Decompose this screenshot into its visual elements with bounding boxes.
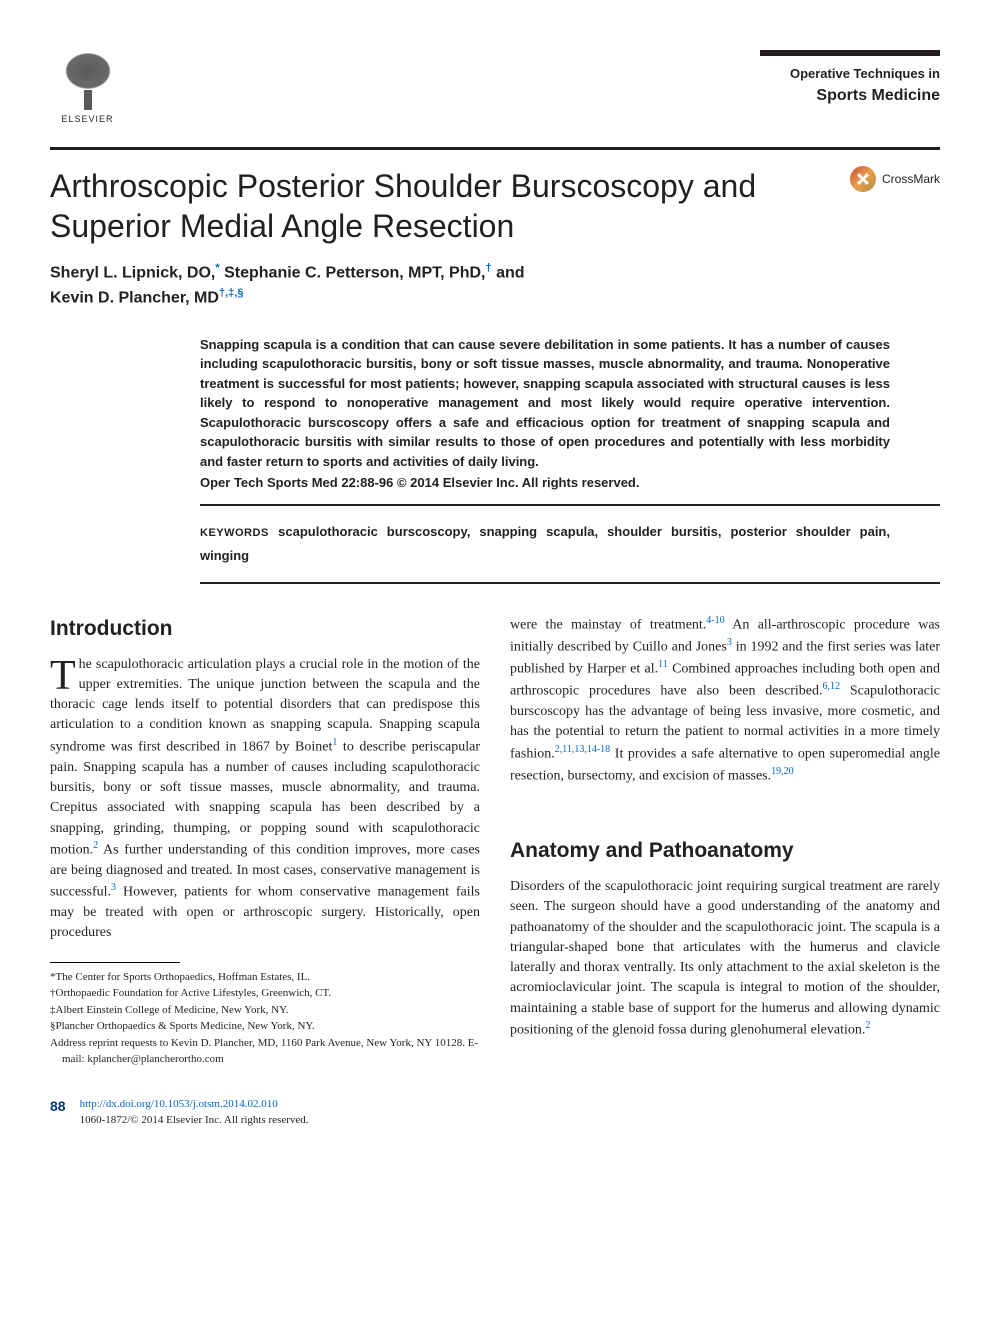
author-1-name: Sheryl L. Lipnick, DO, bbox=[50, 264, 215, 281]
journal-header-bar bbox=[760, 50, 940, 56]
footer-meta: http://dx.doi.org/10.1053/j.otsm.2014.02… bbox=[80, 1096, 309, 1129]
elsevier-logo: ELSEVIER bbox=[50, 50, 125, 135]
footnote-5: Address reprint requests to Kevin D. Pla… bbox=[50, 1035, 480, 1068]
journal-title: Sports Medicine bbox=[760, 87, 940, 105]
elsevier-label: ELSEVIER bbox=[61, 114, 113, 124]
keywords-label: KEYWORDS bbox=[200, 527, 269, 539]
intro2-text-a: were the mainstay of treatment. bbox=[510, 618, 706, 633]
introduction-paragraph-1: The scapulothoracic articulation plays a… bbox=[50, 655, 480, 944]
authors-and: and bbox=[496, 264, 524, 281]
introduction-paragraph-2: were the mainstay of treatment.4-10 An a… bbox=[510, 614, 940, 786]
ref-link-6-12[interactable]: 6,12 bbox=[822, 681, 840, 692]
doi-link[interactable]: http://dx.doi.org/10.1053/j.otsm.2014.02… bbox=[80, 1098, 278, 1110]
divider-header bbox=[50, 147, 940, 150]
author-1-affil[interactable]: * bbox=[215, 262, 219, 274]
ref-link-4-10[interactable]: 4-10 bbox=[706, 615, 724, 626]
ref-link-multi[interactable]: 2,11,13,14-18 bbox=[555, 744, 610, 755]
footnote-2: †Orthopaedic Foundation for Active Lifes… bbox=[50, 985, 480, 1002]
author-2-affil[interactable]: † bbox=[485, 262, 491, 274]
dropcap: T bbox=[50, 655, 79, 695]
author-3-name: Kevin D. Plancher, MD bbox=[50, 290, 219, 307]
crossmark-badge[interactable]: CrossMark bbox=[850, 166, 940, 192]
anatomy-text-a: Disorders of the scapulothoracic joint r… bbox=[510, 879, 940, 1038]
journal-supertitle: Operative Techniques in bbox=[760, 66, 940, 81]
elsevier-tree-icon bbox=[53, 50, 123, 110]
footnote-4: §Plancher Orthopaedics & Sports Medicine… bbox=[50, 1018, 480, 1035]
ref-link-2b[interactable]: 2 bbox=[865, 1020, 870, 1031]
author-2-name: Stephanie C. Petterson, MPT, PhD, bbox=[224, 264, 485, 281]
abstract-block: Snapping scapula is a condition that can… bbox=[200, 335, 890, 491]
footnote-3: ‡Albert Einstein College of Medicine, Ne… bbox=[50, 1002, 480, 1019]
footer-row: 88 http://dx.doi.org/10.1053/j.otsm.2014… bbox=[50, 1096, 480, 1129]
ref-link-19-20[interactable]: 19,20 bbox=[771, 766, 794, 777]
column-spacer bbox=[510, 786, 940, 836]
introduction-heading: Introduction bbox=[50, 614, 480, 644]
column-left: Introduction The scapulothoracic articul… bbox=[50, 614, 480, 1129]
article-title: Arthroscopic Posterior Shoulder Burscosc… bbox=[50, 166, 770, 246]
intro-text-b: to describe periscapular pain. Snapping … bbox=[50, 739, 480, 857]
header-row: ELSEVIER Operative Techniques in Sports … bbox=[50, 50, 940, 135]
divider-keywords bbox=[200, 582, 940, 584]
title-row: Arthroscopic Posterior Shoulder Burscosc… bbox=[50, 166, 940, 246]
footnote-divider bbox=[50, 962, 180, 963]
authors-block: Sheryl L. Lipnick, DO,* Stephanie C. Pet… bbox=[50, 260, 940, 311]
abstract-text: Snapping scapula is a condition that can… bbox=[200, 335, 890, 472]
divider-abstract bbox=[200, 504, 940, 506]
column-right: were the mainstay of treatment.4-10 An a… bbox=[510, 614, 940, 1129]
page-number: 88 bbox=[50, 1096, 66, 1116]
copyright-line: 1060-1872/© 2014 Elsevier Inc. All right… bbox=[80, 1114, 309, 1126]
crossmark-label: CrossMark bbox=[882, 172, 940, 186]
anatomy-paragraph-1: Disorders of the scapulothoracic joint r… bbox=[510, 877, 940, 1041]
anatomy-heading: Anatomy and Pathoanatomy bbox=[510, 836, 940, 866]
ref-link-11[interactable]: 11 bbox=[658, 659, 668, 670]
keywords-block: KEYWORDS scapulothoracic burscoscopy, sn… bbox=[200, 520, 890, 568]
crossmark-icon bbox=[850, 166, 876, 192]
author-3-affil-3[interactable]: § bbox=[237, 287, 243, 299]
footnotes-block: *The Center for Sports Orthopaedics, Hof… bbox=[50, 969, 480, 1068]
journal-header: Operative Techniques in Sports Medicine bbox=[760, 50, 940, 105]
footnote-1: *The Center for Sports Orthopaedics, Hof… bbox=[50, 969, 480, 986]
keywords-text: scapulothoracic burscoscopy, snapping sc… bbox=[200, 524, 890, 563]
body-columns: Introduction The scapulothoracic articul… bbox=[50, 614, 940, 1129]
abstract-citation: Oper Tech Sports Med 22:88-96 © 2014 Els… bbox=[200, 475, 890, 490]
